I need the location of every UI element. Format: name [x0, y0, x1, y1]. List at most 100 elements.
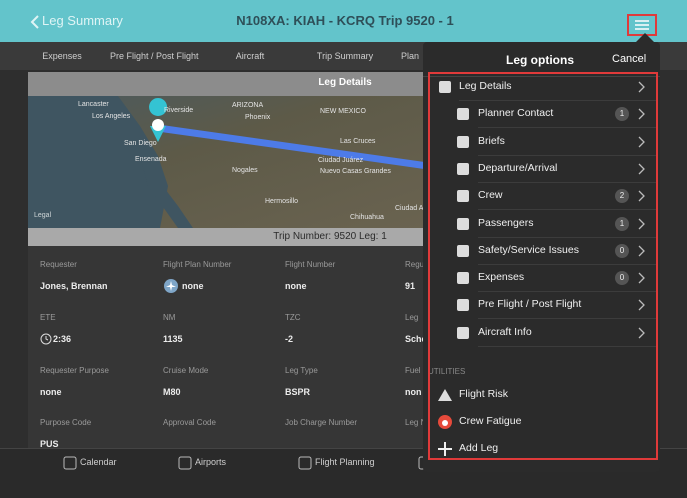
item-divider [459, 100, 658, 101]
tab[interactable]: Plan [400, 51, 419, 61]
menu-item[interactable]: Crew [478, 189, 503, 202]
item-divider [478, 318, 658, 320]
field-label: Cruise Mode [163, 366, 209, 375]
item-divider [478, 154, 658, 156]
clock-icon [40, 333, 52, 345]
menu-button[interactable] [627, 14, 657, 36]
field-value: 91 [405, 281, 416, 291]
origin-pin [149, 98, 168, 116]
utility-item[interactable]: Crew Fatigue [459, 415, 522, 427]
field-value: Sche [405, 334, 427, 344]
menu-item[interactable]: Planner Contact [478, 107, 554, 120]
plane-icon [164, 279, 178, 293]
section-label: UTILITIES [428, 367, 466, 376]
nav-title: N108XA: KIAH - KCRQ Trip 9520 - 1 [236, 13, 454, 28]
menu-item[interactable]: Expenses [478, 271, 525, 284]
route [154, 124, 428, 170]
item-icon [457, 162, 469, 175]
field-value: 2:36 [53, 334, 72, 344]
map-label: Lancaster [78, 101, 109, 108]
utility-icon [438, 389, 452, 401]
bottom-tab[interactable]: Calendar [80, 457, 117, 467]
field-value: PUS [40, 439, 59, 449]
field-value: Jones, Brennan [40, 281, 108, 291]
item-divider [478, 345, 658, 347]
highlight-box [428, 72, 658, 460]
menu-item[interactable]: Briefs [478, 134, 505, 147]
bottom-tab[interactable]: Flight Planning [315, 457, 375, 467]
tab[interactable]: Aircraft [235, 51, 265, 61]
tab[interactable]: Expenses [42, 51, 82, 61]
menu-item[interactable]: Pre Flight / Post Flight [478, 298, 582, 311]
field-value: none [40, 387, 62, 397]
chevron [638, 245, 645, 257]
map-label: Ciudad Acuña [395, 205, 439, 212]
popover-arrow [635, 33, 655, 43]
tab-icon [178, 456, 192, 470]
field-label: Leg [405, 313, 419, 322]
menu-item[interactable]: Aircraft Info [478, 325, 532, 338]
map-label: Nogales [232, 167, 258, 174]
item-icon [457, 135, 469, 148]
item-divider [478, 209, 658, 211]
field-value: none [285, 281, 307, 291]
trip-number: Trip Number: 9520 Leg: 1 [273, 231, 387, 242]
item-divider [478, 236, 658, 238]
field-label: Regu [405, 260, 425, 269]
field-label: NM [163, 313, 176, 322]
nav-bar [0, 0, 687, 42]
chevron [638, 327, 645, 339]
item-icon [457, 190, 469, 203]
map-label: Ensenada [135, 156, 167, 163]
bottom-tab[interactable]: Airports [195, 457, 227, 467]
field-label: Leg Type [285, 366, 318, 375]
tab[interactable]: Pre Flight / Post Flight [110, 51, 199, 61]
item-divider [478, 127, 658, 129]
item-divider [478, 181, 658, 183]
map-label: Chihuahua [350, 214, 384, 221]
badge: 2 [615, 189, 629, 204]
field-label: Leg N [405, 418, 427, 427]
cancel-button[interactable]: Cancel [612, 53, 647, 65]
badge: 1 [615, 107, 629, 122]
map-label: Hermosillo [265, 198, 299, 205]
map-label: San Diego [124, 140, 157, 147]
map-label: ARIZONA [232, 102, 264, 109]
item-icon [439, 81, 451, 93]
utility-item[interactable]: Flight Risk [459, 388, 509, 400]
tab-icon [298, 456, 312, 470]
popover-divider [423, 76, 660, 77]
field-label: Fuel [405, 366, 421, 375]
field-label: Purpose Code [40, 418, 92, 427]
utility-icon [438, 442, 452, 456]
menu-item[interactable]: Safety/Service Issues [478, 243, 579, 256]
popover-title: Leg options [506, 53, 574, 67]
utility-item[interactable]: Add Leg [459, 442, 499, 454]
field-label: Flight Number [285, 260, 336, 269]
map-label: Nuevo Casas Grandes [320, 168, 391, 175]
menu-item[interactable]: Leg Details [459, 80, 512, 92]
field-value: 1135 [163, 334, 183, 344]
field-label: Flight Plan Number [163, 260, 232, 269]
map-label: Las Cruces [340, 138, 376, 145]
field-value: none [182, 281, 204, 291]
field-value: non [405, 387, 422, 397]
item-icon [457, 244, 469, 257]
tab[interactable]: Trip Summary [316, 51, 374, 61]
badge: 0 [615, 271, 629, 286]
back-button[interactable]: Leg Summary [42, 13, 123, 28]
item-icon [457, 326, 469, 339]
map-label: NEW MEXICO [320, 108, 366, 115]
map-label: Phoenix [245, 114, 271, 121]
chevron [638, 190, 645, 202]
menu-item[interactable]: Departure/Arrival [478, 161, 558, 174]
menu-icon [635, 20, 649, 30]
field-label: ETE [40, 313, 56, 322]
utility-icon [438, 415, 452, 429]
map-label: Riverside [164, 107, 194, 114]
back-chevron[interactable] [30, 15, 40, 29]
menu-item[interactable]: Passengers [478, 216, 534, 229]
item-divider [478, 291, 658, 293]
section-title: Leg Details [318, 77, 372, 88]
item-icon [457, 108, 469, 121]
